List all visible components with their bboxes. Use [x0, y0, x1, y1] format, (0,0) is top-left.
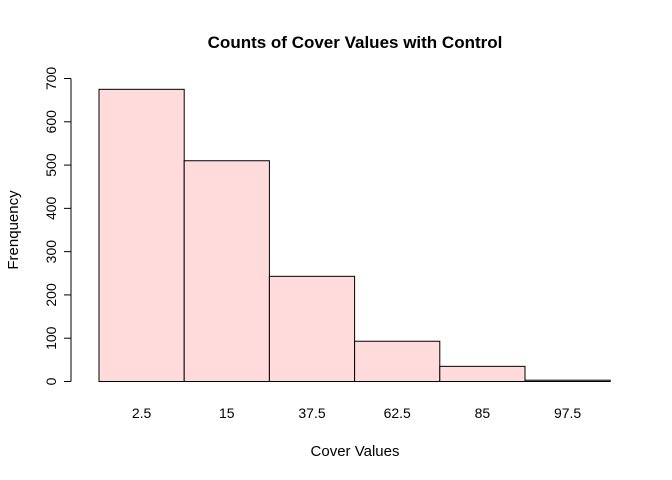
- bar: [183, 160, 270, 382]
- y-tick-label: 0: [43, 377, 59, 385]
- x-tick-label: 97.5: [554, 405, 581, 421]
- y-axis-label: Frenquency: [5, 190, 22, 270]
- y-tick-label: 100: [43, 326, 59, 350]
- x-tick-labels: 2.5 15 37.5 62.5 85 97.5: [132, 405, 582, 421]
- bar: [98, 88, 185, 382]
- x-tick-label: 85: [475, 405, 491, 421]
- x-tick-label: 62.5: [384, 405, 411, 421]
- x-tick-label: 37.5: [298, 405, 325, 421]
- bars-group: [98, 88, 611, 383]
- chart-title: Counts of Cover Values with Control: [208, 33, 503, 52]
- x-tick-label: 2.5: [132, 405, 152, 421]
- x-axis-label: Cover Values: [311, 443, 400, 460]
- bar: [439, 365, 526, 383]
- bar: [268, 275, 356, 382]
- bar: [524, 379, 611, 382]
- y-tick-label: 200: [43, 283, 59, 307]
- y-tick-label: 700: [43, 67, 59, 91]
- x-tick-label: 15: [219, 405, 235, 421]
- y-tick-label: 600: [43, 110, 59, 134]
- y-axis: 0 100 200 300 400 500 600 700: [43, 67, 72, 385]
- y-tick-label: 500: [43, 153, 59, 177]
- bar: [354, 340, 441, 383]
- y-tick-label: 400: [43, 196, 59, 220]
- y-tick-label: 300: [43, 240, 59, 264]
